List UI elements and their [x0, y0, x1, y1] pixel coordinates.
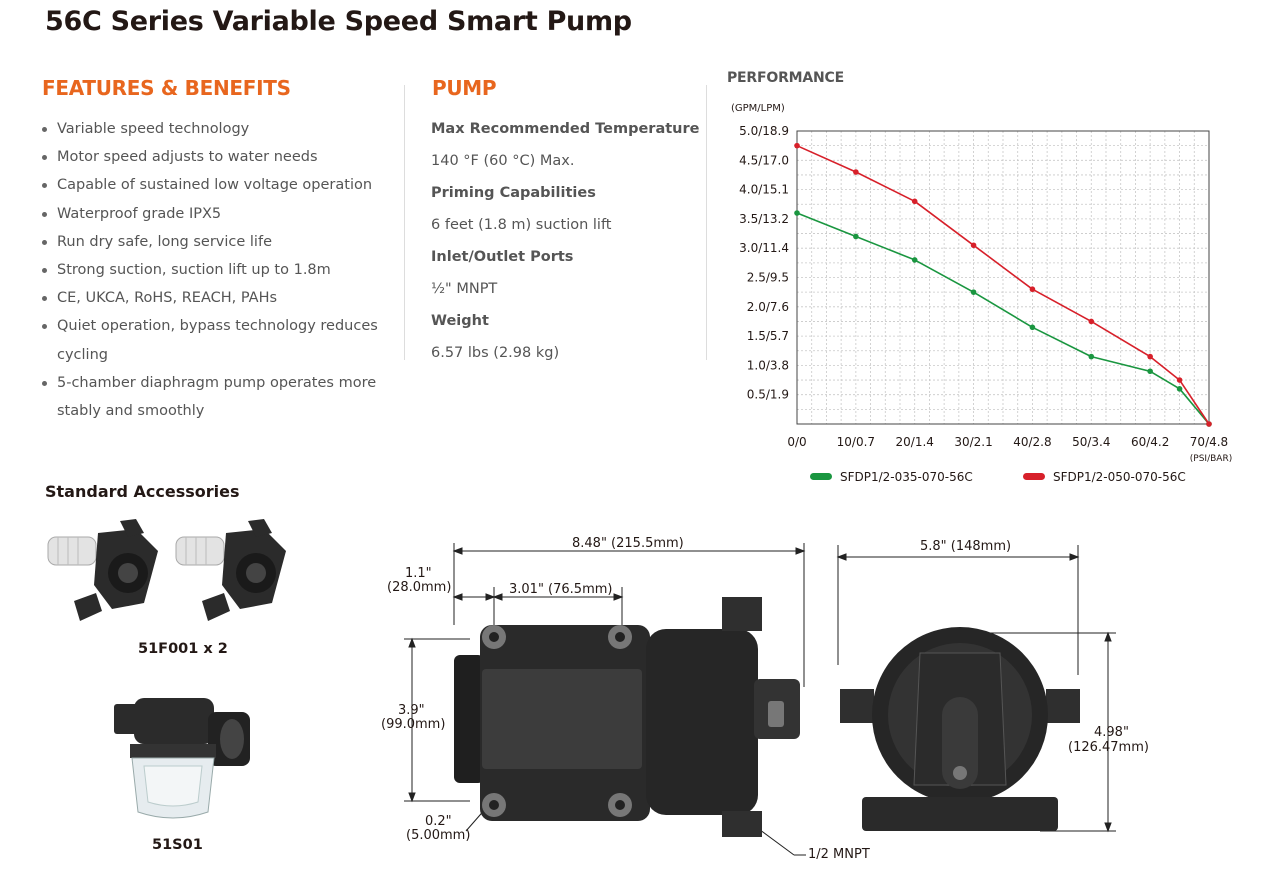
spec-label: Max Recommended Temperature	[431, 121, 700, 137]
accessory-caption-strainer: 51S01	[152, 837, 203, 853]
hose-barb-fitting-right	[175, 519, 286, 621]
hose-barb-fitting-image	[47, 519, 286, 621]
series-point-2	[1206, 421, 1212, 427]
dimension-offset: 1.1"	[405, 566, 432, 581]
pump-heading: PUMP	[432, 76, 497, 100]
y-tick-label: 3.0/11.4	[739, 241, 789, 255]
feature-item: Run dry safe, long service life	[42, 228, 392, 256]
feature-item: Motor speed adjusts to water needs	[42, 143, 392, 171]
accessory-caption-fitting: 51F001 x 2	[138, 641, 228, 657]
series-point-2	[1029, 286, 1036, 293]
series-point-1	[794, 210, 800, 216]
legend-swatch-2	[1023, 473, 1045, 480]
x-tick-label: 20/1.4	[896, 435, 934, 449]
performance-chart: (GPM/LPM) 0.5/1.9 1.0/3.8 1.5/5.7 2.0/7.6 2.5…	[731, 103, 1232, 484]
dimension-front-height-mm: (126.47mm)	[1068, 740, 1149, 755]
spec-value: ½" MNPT	[431, 281, 498, 297]
dimension-height: 3.9"	[398, 703, 425, 718]
pump-front-view-drawing	[836, 545, 1116, 833]
spec-value: 6 feet (1.8 m) suction lift	[431, 217, 612, 233]
series-point-2	[1088, 318, 1095, 325]
hose-barb-fitting-left	[47, 519, 158, 621]
series-point-1	[1088, 353, 1095, 360]
features-list: Variable speed technology Motor speed adj…	[42, 115, 392, 425]
feature-item: Strong suction, suction lift up to 1.8m	[42, 256, 392, 284]
dimension-front-height: 4.98"	[1094, 725, 1129, 740]
dimension-height-mm: (99.0mm)	[381, 717, 446, 732]
spec-label: Inlet/Outlet Ports	[431, 249, 574, 265]
legend-swatch-1	[810, 473, 832, 480]
series-point-2	[911, 198, 918, 205]
x-tick-label: 0/0	[787, 435, 806, 449]
series-point-1	[853, 233, 859, 240]
performance-heading: PERFORMANCE	[727, 70, 844, 86]
y-tick-label: 5.0/18.9	[739, 124, 789, 138]
dimension-overall-length: 8.48" (215.5mm)	[572, 536, 684, 551]
legend-label-2: SFDP1/2-050-070-56C	[1053, 470, 1186, 484]
page-title: 56C Series Variable Speed Smart Pump	[45, 6, 632, 37]
x-tick-label: 30/2.1	[954, 435, 992, 449]
x-tick-label: 10/0.7	[837, 435, 875, 449]
dimension-offset-mm: (28.0mm)	[387, 580, 452, 595]
column-divider	[404, 85, 405, 360]
y-axis-label: (GPM/LPM)	[731, 103, 785, 114]
series-point-1	[911, 257, 918, 263]
spec-label: Weight	[431, 313, 489, 329]
series-point-1	[1029, 324, 1036, 331]
feature-item: CE, UKCA, RoHS, REACH, PAHs	[42, 284, 392, 312]
spec-label: Priming Capabilities	[431, 185, 596, 201]
y-tick-label: 3.5/13.2	[739, 212, 789, 226]
strainer-filter-image	[114, 698, 250, 819]
series-point-2	[1176, 377, 1183, 383]
dimension-hole-dia-mm: (5.00mm)	[406, 828, 471, 843]
feature-item: 5-chamber diaphragm pump operates more s…	[42, 369, 392, 425]
y-tick-label: 1.0/3.8	[747, 358, 789, 372]
x-tick-label: 50/3.4	[1072, 435, 1110, 449]
feature-item: Variable speed technology	[42, 115, 392, 143]
x-tick-label: 40/2.8	[1013, 435, 1051, 449]
x-axis-label: (PSI/BAR)	[1190, 454, 1232, 464]
x-tick-label: 70/4.8	[1190, 435, 1228, 449]
accessories-heading: Standard Accessories	[45, 482, 240, 501]
series-point-2	[794, 142, 800, 149]
pump-side-view-drawing	[404, 543, 806, 856]
spec-value: 140 °F (60 °C) Max.	[431, 153, 575, 169]
features-heading: FEATURES & BENEFITS	[42, 76, 291, 100]
y-tick-label: 0.5/1.9	[747, 388, 789, 402]
spec-value: 6.57 lbs (2.98 kg)	[431, 345, 560, 361]
feature-item: Quiet operation, bypass technology reduc…	[42, 312, 392, 368]
pump-front-body	[840, 627, 1080, 831]
series-point-1	[1147, 368, 1153, 375]
plot-frame	[796, 130, 1210, 425]
x-tick-label: 60/4.2	[1131, 435, 1169, 449]
y-tick-label: 4.0/15.1	[739, 183, 789, 197]
series-point-1	[1176, 386, 1183, 392]
dimension-hole-spacing: 3.01" (76.5mm)	[509, 582, 613, 597]
dimension-port: 1/2 MNPT	[808, 847, 870, 862]
dimension-width: 5.8" (148mm)	[920, 539, 1012, 554]
series-point-2	[970, 242, 977, 249]
dimension-hole-dia: 0.2"	[425, 814, 452, 829]
series-point-1	[970, 289, 977, 295]
y-tick-label: 1.5/5.7	[747, 329, 789, 343]
y-tick-label: 4.5/17.0	[739, 153, 789, 167]
y-tick-label: 2.5/9.5	[747, 271, 789, 285]
feature-item: Waterproof grade IPX5	[42, 200, 392, 228]
pump-specs: Max Recommended Temperature 140 °F (60 °C…	[431, 113, 701, 369]
feature-item: Capable of sustained low voltage operati…	[42, 171, 392, 199]
pump-side-body	[454, 597, 800, 837]
series-point-2	[1147, 353, 1153, 360]
y-tick-label: 2.0/7.6	[747, 300, 789, 314]
legend-label-1: SFDP1/2-035-070-56C	[840, 470, 973, 484]
column-divider	[706, 85, 707, 360]
series-point-2	[853, 169, 859, 175]
